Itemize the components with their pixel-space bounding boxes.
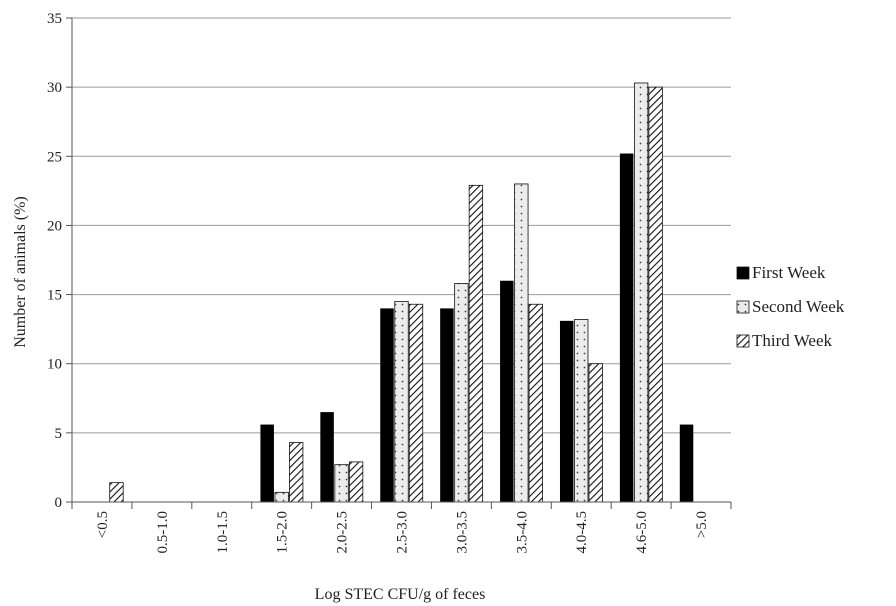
bar-second-week: [633, 82, 649, 503]
y-tick-label: 15: [47, 288, 62, 304]
bar-third-week: [348, 461, 364, 503]
x-tick-label: 2.5-3.0: [395, 511, 411, 554]
bar-second-week: [394, 301, 409, 503]
axes: [71, 18, 732, 509]
bar-second-week: [514, 183, 529, 503]
bar-third-week: [408, 303, 424, 503]
bar-first-week: [619, 153, 634, 502]
bar-third-week: [289, 442, 304, 503]
y-tick-label: 25: [47, 149, 62, 165]
bar-first-week: [440, 308, 454, 502]
legend-label: Third Week: [752, 331, 832, 350]
x-tick-label: 3.0-3.5: [454, 511, 470, 554]
y-tick-label: 35: [47, 11, 62, 27]
bar-third-week: [468, 184, 484, 503]
bar-second-week: [454, 283, 469, 503]
legend-label: First Week: [752, 263, 826, 282]
bar-first-week: [500, 280, 514, 502]
y-tick-label: 5: [55, 426, 63, 442]
y-axis-label: Number of animals (%): [12, 196, 29, 348]
bar-first-week: [260, 424, 274, 502]
bar-third-week: [528, 303, 543, 503]
legend-label: Second Week: [752, 297, 845, 316]
bar-third-week: [109, 482, 124, 503]
bar-second-week: [334, 464, 349, 503]
bar-first-week: [380, 308, 394, 502]
bar-third-week: [648, 86, 663, 503]
legend-swatch: [736, 300, 750, 314]
bar-first-week: [320, 412, 334, 502]
bar-first-week: [679, 424, 694, 502]
x-tick-label: 0.5-1.0: [155, 511, 171, 554]
legend-swatch: [736, 266, 750, 280]
x-tick-label: 4.6-5.0: [634, 511, 650, 554]
y-tick-labels: 0 5 10 15 20 25 30 35: [47, 11, 62, 511]
bar-second-week: [574, 319, 589, 503]
x-tick-label: 1.5-2.0: [275, 511, 291, 554]
x-axis-label: Log STEC CFU/g of feces: [315, 586, 486, 603]
x-tick-label: 3.5-4.0: [514, 511, 530, 554]
x-tick-label: <0.5: [95, 511, 111, 538]
y-tick-label: 0: [55, 495, 63, 511]
y-tick-label: 30: [47, 80, 62, 96]
legend: First Week Second Week Third Week: [736, 263, 845, 350]
x-tick-label: 2.0-2.5: [335, 511, 351, 554]
y-tick-label: 10: [47, 357, 62, 373]
y-tick-label: 20: [47, 218, 62, 234]
x-tick-label: 1.0-1.5: [215, 511, 231, 554]
x-tick-labels: <0.5 0.5-1.0 1.0-1.5 1.5-2.0 2.0-2.5 2.5-3.0 3…: [95, 511, 710, 554]
x-tick-label: 4.0-4.5: [574, 511, 590, 554]
legend-swatch: [736, 334, 750, 348]
x-tick-label: >5.0: [694, 511, 710, 538]
bar-second-week: [274, 491, 289, 503]
bar-first-week: [559, 320, 574, 502]
bar-third-week: [588, 363, 603, 503]
bars: [109, 82, 694, 503]
